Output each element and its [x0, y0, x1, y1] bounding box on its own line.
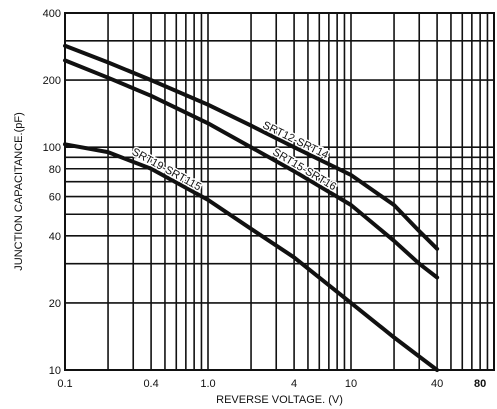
- grid: [64, 12, 495, 371]
- y-tick-label: 80: [49, 164, 61, 176]
- plot-frame: [64, 12, 495, 371]
- x-tick-label: 40: [431, 378, 443, 390]
- y-tick-label: 400: [43, 8, 61, 20]
- y-tick-labels: 10 20 40 60 80 100 200 400: [43, 8, 61, 377]
- x-axis-label: REVERSE VOLTAGE. (V): [216, 394, 343, 406]
- y-axis-label: JUNCTION CAPACITANCE.(pF): [13, 112, 25, 271]
- y-tick-label: 10: [49, 365, 61, 377]
- series-line-3: [63, 142, 440, 372]
- series-line-1: [63, 43, 440, 251]
- y-tick-label: 100: [43, 142, 61, 154]
- x-tick-label: 4: [291, 378, 297, 390]
- y-tick-label: 40: [49, 231, 61, 243]
- x-tick-label: 0.4: [143, 378, 158, 390]
- x-tick-labels: 0.1 0.4 1.0 4 10 40 80: [57, 378, 486, 390]
- series-line-2: [63, 58, 440, 280]
- x-tick-label: 0.1: [57, 378, 72, 390]
- x-tick-label: 10: [345, 378, 357, 390]
- series-label-3: SRT19-SRT115: [130, 146, 203, 194]
- y-tick-label: 20: [49, 298, 61, 310]
- y-tick-label: 60: [49, 192, 61, 204]
- y-tick-label: 200: [43, 75, 61, 87]
- series-group: [63, 43, 440, 372]
- x-tick-label: 80: [474, 378, 486, 390]
- x-tick-label: 1.0: [200, 378, 215, 390]
